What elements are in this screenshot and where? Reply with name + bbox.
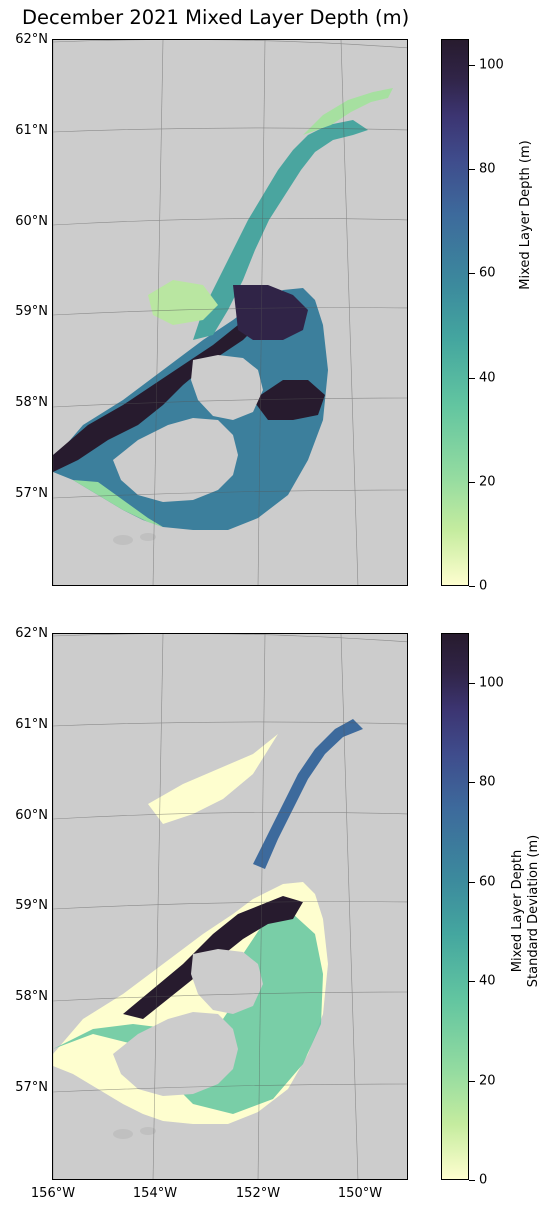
colorbar-tick <box>469 65 475 67</box>
colorbar-tick <box>469 586 475 587</box>
std-inlet-channel <box>253 719 363 869</box>
colorbar-tick <box>469 377 475 379</box>
colorbar-tick <box>469 1080 475 1082</box>
lon-tick-label: 154°W <box>132 1186 178 1201</box>
kachemak-shallow <box>148 280 218 325</box>
colorbar-2-label-line2: Standard Deviation (m) <box>526 834 541 988</box>
colorbar-tick-label: 40 <box>479 973 496 989</box>
colorbar-tick <box>469 273 475 275</box>
lat-tick-label: 58°N <box>15 989 48 1004</box>
east-deep-patch <box>253 380 325 420</box>
colorbar-tick <box>469 881 475 883</box>
colorbar-tick-label: 80 <box>479 774 496 790</box>
colorbar-tick-label: 0 <box>479 1172 488 1188</box>
kodiak-island <box>113 355 263 502</box>
mld-map-panel <box>52 39 408 586</box>
southwest-shallow <box>73 480 163 527</box>
lon-tick-label: 150°W <box>337 1186 383 1201</box>
lat-tick-label: 57°N <box>15 486 48 501</box>
graticule-2 <box>53 634 407 1179</box>
lat-tick-label: 59°N <box>15 898 48 913</box>
colorbar-tick <box>469 682 475 684</box>
lat-tick-label: 62°N <box>15 626 48 641</box>
kodiak-island-2 <box>113 949 263 1096</box>
mld-map-svg <box>53 40 407 585</box>
chart-title: December 2021 Mixed Layer Depth (m) <box>22 6 410 29</box>
colorbar-tick <box>469 481 475 483</box>
std-upper-inlet <box>148 734 278 824</box>
lat-tick-label: 59°N <box>15 304 48 319</box>
colorbar-tick <box>469 1180 475 1181</box>
mld-std-map-panel <box>52 633 408 1180</box>
lat-tick-label: 60°N <box>15 808 48 823</box>
colorbar-2-label-line1: Mixed Layer Depth <box>510 849 525 973</box>
colorbar-tick <box>469 782 475 784</box>
kenai-coast-deep <box>233 285 308 340</box>
graticule <box>53 40 407 585</box>
small-islands-2 <box>113 1127 156 1139</box>
colorbar-tick-label: 0 <box>479 578 488 594</box>
colorbar-tick <box>469 981 475 983</box>
colorbar-tick-label: 20 <box>479 1073 496 1089</box>
small-islands <box>113 533 156 545</box>
colorbar-tick-label: 80 <box>479 161 496 177</box>
lon-tick-label: 156°W <box>30 1186 76 1201</box>
lat-tick-label: 61°N <box>15 123 48 138</box>
lat-tick-label: 57°N <box>15 1080 48 1095</box>
lon-tick-label: 152°W <box>235 1186 281 1201</box>
colorbar-tick-label: 100 <box>479 57 504 73</box>
colorbar-1-label: Mixed Layer Depth (m) <box>518 140 533 290</box>
upper-inlet <box>303 88 393 135</box>
colorbar-tick-label: 40 <box>479 370 496 386</box>
lat-tick-label: 58°N <box>15 395 48 410</box>
colorbar-tick-label: 20 <box>479 474 496 490</box>
colorbar-tick <box>469 169 475 171</box>
colorbar-2 <box>441 633 469 1180</box>
colorbar-1 <box>441 39 469 586</box>
colorbar-tick-label: 60 <box>479 265 496 281</box>
lat-tick-label: 60°N <box>15 214 48 229</box>
lat-tick-label: 62°N <box>15 32 48 47</box>
colorbar-2-label: Mixed Layer Depth Standard Deviation (m) <box>510 801 542 1021</box>
mld-std-map-svg <box>53 634 407 1179</box>
colorbar-tick-label: 60 <box>479 874 496 890</box>
colorbar-tick-label: 100 <box>479 675 504 691</box>
lat-tick-label: 61°N <box>15 717 48 732</box>
deep-core <box>53 310 263 472</box>
